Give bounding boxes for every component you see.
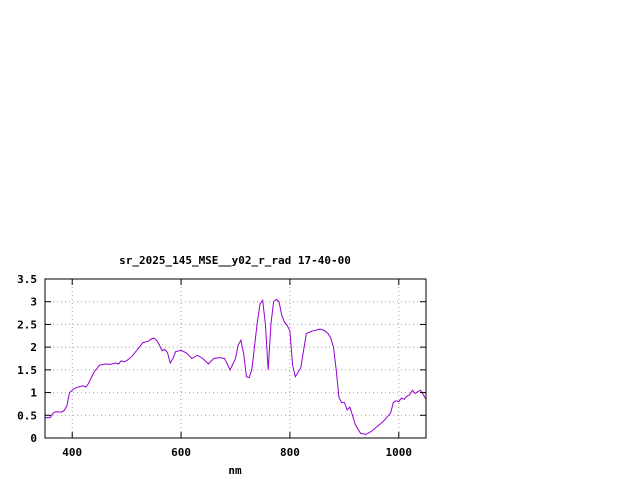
plot-area (45, 298, 427, 435)
y-tick-label: 0.5 (17, 409, 37, 422)
y-axis-ticks: 0 0.5 1 1.5 2 2.5 3 3.5 (17, 273, 426, 445)
chart-title: sr_2025_145_MSE__y02_r_rad 17-40-00 (119, 254, 351, 267)
y-tick-label: 3.5 (17, 273, 37, 286)
x-axis-ticks: 400 600 800 1000 (62, 279, 412, 459)
x-tick-label: 400 (62, 446, 82, 459)
y-tick-label: 1 (30, 387, 37, 400)
x-tick-label: 600 (171, 446, 191, 459)
y-tick-label: 2 (30, 341, 37, 354)
x-axis-label: nm (228, 464, 242, 477)
x-tick-label: 1000 (386, 446, 413, 459)
data-series-line (45, 298, 427, 435)
y-tick-label: 0 (30, 432, 37, 445)
y-tick-label: 1.5 (17, 364, 37, 377)
plot-border (44, 278, 427, 439)
grid-lines (45, 279, 426, 438)
x-tick-label: 800 (280, 446, 300, 459)
y-tick-label: 2.5 (17, 318, 37, 331)
y-tick-label: 3 (30, 296, 37, 309)
